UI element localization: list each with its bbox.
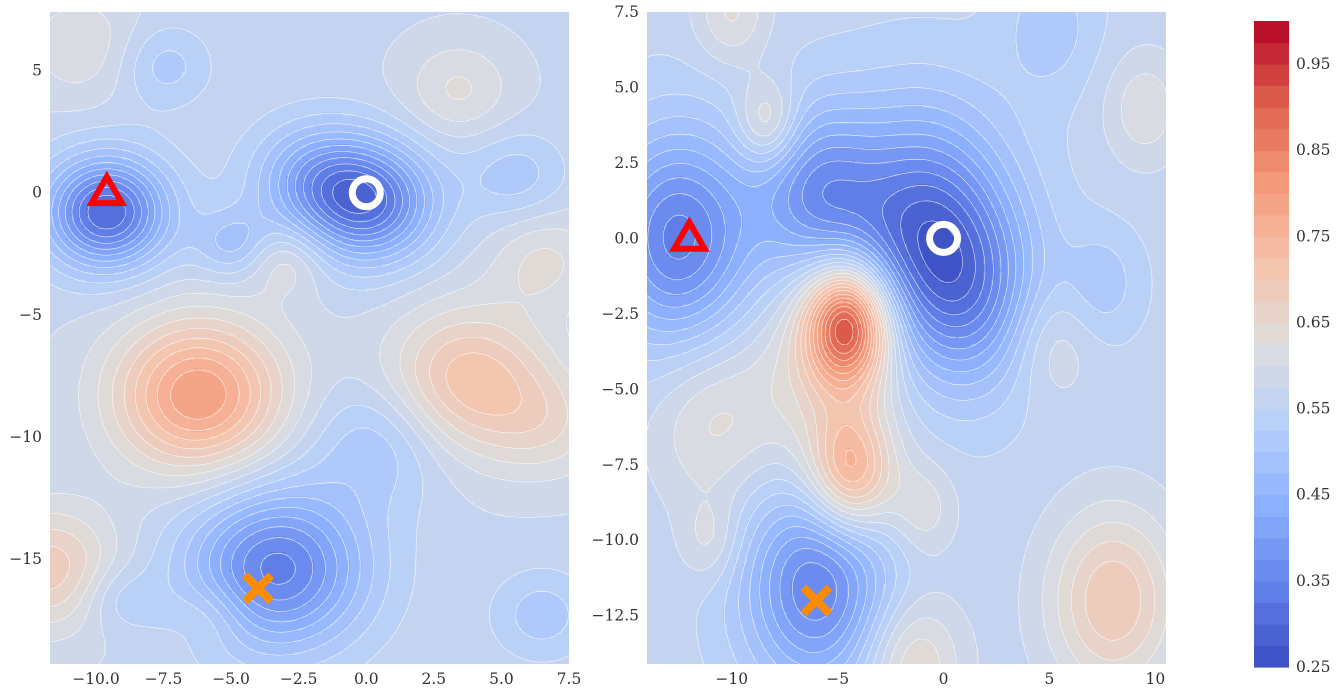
colorbar-band <box>1254 408 1289 431</box>
contour-lines <box>647 12 1166 664</box>
colorbar-tick-label: 0.65 <box>1296 313 1331 331</box>
y-tick-label: −15 <box>9 550 42 568</box>
y-tick-label: 7.5 <box>614 3 639 21</box>
circle-marker <box>348 175 384 211</box>
y-tick-label: −10.0 <box>592 531 640 549</box>
colorbar-band <box>1254 387 1289 410</box>
colorbar-tick-label: 0.35 <box>1296 572 1331 590</box>
colorbar-band <box>1254 300 1289 324</box>
colorbar-band <box>1254 451 1289 474</box>
y-tick-label: −5.0 <box>601 380 639 398</box>
colorbar-band <box>1254 645 1289 668</box>
colorbar-band <box>1254 21 1289 44</box>
colorbar-band <box>1254 214 1289 237</box>
colorbar-tick-label: 0.75 <box>1296 227 1331 245</box>
contour-fill <box>647 12 1166 664</box>
colorbar-band <box>1254 42 1289 65</box>
x-tick-label: 10 <box>1146 670 1166 688</box>
y-tick-label: −10 <box>9 428 42 446</box>
colorbar-band <box>1254 537 1289 560</box>
x-tick-label: 0.0 <box>354 670 379 688</box>
x-tick-label: −2.5 <box>280 670 318 688</box>
colorbar-tick-label: 0.45 <box>1296 486 1331 504</box>
colorbar-band <box>1254 236 1289 259</box>
y-tick-label: 2.5 <box>614 154 639 172</box>
x-tick-label: −5 <box>826 670 849 688</box>
colorbar: 0.25 0.35 0.45 0.55 0.65 0.75 0.85 0.95 <box>1254 21 1331 676</box>
colorbar-band <box>1254 365 1289 388</box>
colorbar-band <box>1254 580 1289 603</box>
colorbar-band <box>1254 322 1289 345</box>
y-tick-label: −7.5 <box>601 456 639 474</box>
y-tick-label: −12.5 <box>592 607 640 625</box>
x-tick-label: −10.0 <box>72 670 120 688</box>
y-tick-label: 0.0 <box>614 229 639 247</box>
triangle-marker <box>669 216 710 252</box>
colorbar-tick-label: 0.55 <box>1296 400 1331 418</box>
colorbar-band <box>1254 602 1289 625</box>
left-contour-panel: −10.0 −7.5 −5.0 −2.5 0.0 2.5 5.0 7.5 5 0 −5 −10 −15 <box>9 12 581 688</box>
x-tick-label: −7.5 <box>145 670 183 688</box>
colorbar-band <box>1254 473 1289 496</box>
x-tick-label: −10 <box>715 670 748 688</box>
colorbar-band <box>1254 559 1289 582</box>
y-tick-label: 0 <box>32 184 42 202</box>
y-tick-label: −2.5 <box>601 305 639 323</box>
colorbar-band <box>1254 85 1289 108</box>
x-tick-label: 5 <box>1045 670 1055 688</box>
colorbar-band <box>1254 193 1289 216</box>
colorbar-band <box>1254 516 1289 539</box>
x-tick-label: 2.5 <box>422 670 447 688</box>
colorbar-tick-label: 0.25 <box>1296 658 1331 676</box>
contour-fill <box>50 12 569 664</box>
x-tick-label: 5.0 <box>489 670 514 688</box>
x-tick-label: −5.0 <box>212 670 250 688</box>
colorbar-band <box>1254 494 1289 517</box>
x-marker <box>800 584 833 617</box>
x-tick-label: 7.5 <box>557 670 582 688</box>
colorbar-band <box>1254 623 1289 647</box>
right-contour-panel: −10 −5 0 5 10 7.5 5.0 2.5 0.0 −2.5 −5.0 −7.5 −10.0 −1… <box>592 3 1166 688</box>
colorbar-tick-label: 0.85 <box>1296 141 1331 159</box>
colorbar-band <box>1254 279 1289 302</box>
circle-marker <box>926 220 962 256</box>
y-tick-label: −5 <box>19 306 42 324</box>
colorbar-tick-label: 0.95 <box>1296 55 1331 73</box>
y-tick-label: 5.0 <box>614 78 639 96</box>
contour-lines <box>50 12 569 664</box>
x-tick-label: 0 <box>939 670 949 688</box>
x-marker <box>242 572 274 605</box>
triangle-marker <box>86 170 128 207</box>
colorbar-band <box>1254 171 1289 194</box>
colorbar-band <box>1254 107 1289 130</box>
colorbar-band <box>1254 430 1289 453</box>
y-tick-label: 5 <box>32 62 42 80</box>
colorbar-band <box>1254 128 1289 151</box>
colorbar-band <box>1254 257 1289 280</box>
colorbar-band <box>1254 150 1289 173</box>
colorbar-band <box>1254 64 1289 87</box>
colorbar-band <box>1254 344 1289 367</box>
